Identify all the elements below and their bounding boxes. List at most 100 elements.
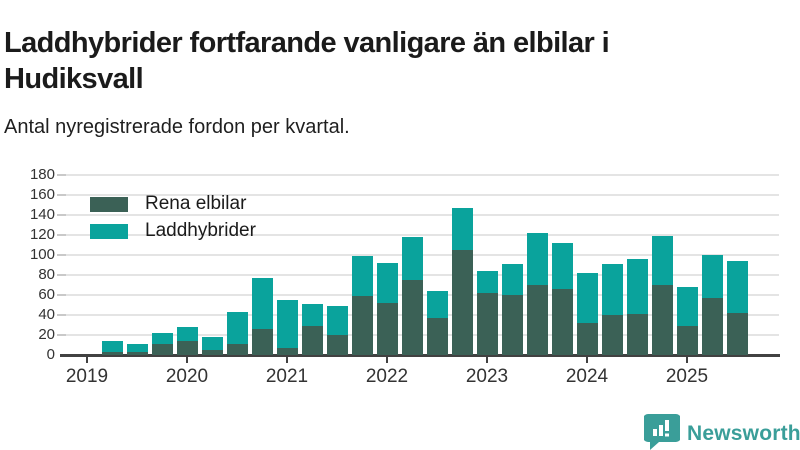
bar-segment-rena-elbilar [226,344,248,355]
gridline-180 [66,174,779,176]
gridline-80 [66,274,779,276]
y-axis-label: 0 [46,346,55,363]
y-axis-label: 40 [38,306,55,323]
bar-segment-rena-elbilar [426,318,448,355]
bar-segment-laddhybrider [226,312,248,344]
bar-segment-laddhybrider [476,271,498,293]
bar-segment-laddhybrider [451,208,473,250]
bar-segment-rena-elbilar [326,335,348,355]
stacked-bar-chart: 0 20 40 60 80 100 120 140 160 180 2019 2020 2021 2022… [29,166,780,387]
bar-segment-rena-elbilar [701,298,723,355]
bar-segment-laddhybrider [201,337,223,350]
page-title: Laddhybrider fortfarande vanligare än el… [4,25,744,97]
x-axis-tick [686,357,688,363]
bar-segment-rena-elbilar [101,352,123,355]
y-axis-tick [57,294,66,296]
y-axis-label: 100 [29,246,55,263]
y-axis-tick [57,314,66,316]
gridline-40 [66,314,779,316]
y-axis-label: 180 [29,166,55,183]
legend-item-laddhybrider: Laddhybrider [90,220,256,242]
x-axis-label: 2025 [665,366,709,387]
bar-segment-laddhybrider [651,236,673,285]
x-axis-label: 2023 [465,366,509,387]
bar-segment-laddhybrider [326,306,348,335]
bar-segment-rena-elbilar [401,280,423,355]
bar-segment-laddhybrider [176,327,198,341]
bar-segment-laddhybrider [376,263,398,303]
bar-segment-laddhybrider [576,273,598,323]
x-axis-label: 2024 [565,366,609,387]
chart-subtitle: Antal nyregistrerade fordon per kvartal. [4,116,350,138]
bar-segment-laddhybrider [151,333,173,344]
y-axis-tick [57,274,66,276]
x-axis-label: 2019 [65,366,109,387]
bar-segment-rena-elbilar [451,250,473,355]
y-axis-tick [57,254,66,256]
bar-segment-laddhybrider [276,300,298,348]
title-line-1: Laddhybrider fortfarande vanligare än el… [4,27,610,60]
bar-segment-laddhybrider [551,243,573,289]
bar-segment-laddhybrider [726,261,748,313]
bar-segment-rena-elbilar [601,315,623,355]
bar-segment-rena-elbilar [126,352,148,355]
gridline-60 [66,294,779,296]
x-axis-tick [386,357,388,363]
bar-segment-laddhybrider [526,233,548,285]
bar-segment-rena-elbilar [376,303,398,355]
y-axis-label: 20 [38,326,55,343]
x-axis-label: 2020 [165,366,209,387]
bar-segment-rena-elbilar [201,350,223,355]
x-axis-tick [86,357,88,363]
gridline-140 [66,214,779,216]
gridline-160 [66,194,779,196]
x-axis-line [60,354,780,357]
bar-segment-rena-elbilar [676,326,698,355]
x-axis-label: 2022 [365,366,409,387]
bar-segment-rena-elbilar [276,348,298,355]
y-axis-label: 80 [38,266,55,283]
x-axis-label: 2021 [265,366,309,387]
y-axis-tick [57,334,66,336]
y-axis-label: 120 [29,226,55,243]
y-axis-tick [57,194,66,196]
bar-segment-rena-elbilar [351,296,373,355]
bar-segment-laddhybrider [426,291,448,318]
bar-segment-rena-elbilar [301,326,323,355]
legend-label: Rena elbilar [145,193,247,214]
bar-segment-rena-elbilar [476,293,498,355]
x-axis-tick [586,357,588,363]
y-axis-tick [57,214,66,216]
bar-segment-laddhybrider [501,264,523,295]
bar-segment-rena-elbilar [151,344,173,355]
bar-segment-rena-elbilar [626,314,648,355]
bar-segment-laddhybrider [626,259,648,314]
bar-segment-laddhybrider [251,278,273,329]
x-axis-tick [286,357,288,363]
legend-swatch-laddhybrider [90,223,128,239]
brand-footer: Newsworthy [643,412,800,450]
y-axis-tick [57,174,66,176]
gridline-20 [66,334,779,336]
bar-segment-rena-elbilar [551,289,573,355]
y-axis-label: 160 [29,186,55,203]
y-axis-label: 140 [29,206,55,223]
title-line-2: Hudiksvall [4,63,144,96]
bar-segment-rena-elbilar [501,295,523,355]
bar-segment-rena-elbilar [726,313,748,355]
gridline-120 [66,234,779,236]
bar-segment-laddhybrider [351,256,373,296]
bar-segment-laddhybrider [601,264,623,315]
brand-name: Newsworthy [687,421,800,445]
x-axis-tick [486,357,488,363]
newsworthy-logo-icon [643,412,681,450]
bar-segment-laddhybrider [676,287,698,326]
legend-swatch-rena-elbilar [90,196,128,212]
bar-segment-rena-elbilar [651,285,673,355]
bar-segment-laddhybrider [401,237,423,280]
bar-segment-laddhybrider [701,255,723,298]
bar-segment-laddhybrider [126,344,148,352]
legend-label: Laddhybrider [145,220,256,241]
bar-segment-rena-elbilar [576,323,598,355]
